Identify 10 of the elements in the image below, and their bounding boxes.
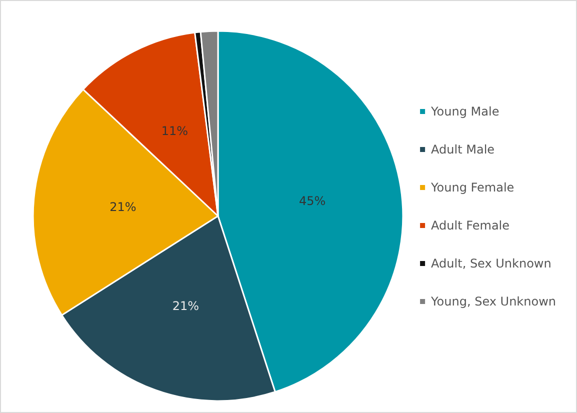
data-label: 11%	[161, 124, 188, 138]
legend-label: Young Male	[430, 104, 500, 118]
legend-label: Adult, Sex Unknown	[431, 256, 552, 270]
data-label: 45%	[298, 194, 326, 208]
legend-label: Young, Sex Unknown	[430, 294, 556, 308]
legend-label: Adult Male	[431, 142, 495, 156]
legend-label: Adult Female	[431, 218, 510, 232]
legend-label: Young Female	[430, 180, 514, 194]
data-label: 21%	[110, 200, 136, 214]
data-label: 21%	[172, 298, 199, 313]
